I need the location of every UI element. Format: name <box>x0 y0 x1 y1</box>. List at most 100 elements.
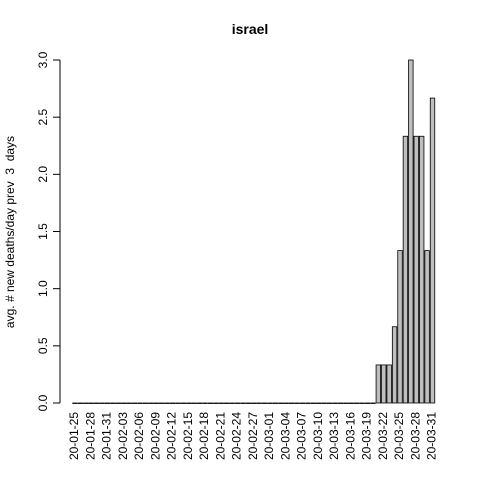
bar <box>272 402 279 404</box>
x-tick-label: 20-02-18 <box>197 412 211 460</box>
y-tick-label: 2.0 <box>36 166 50 183</box>
chart-title: israel <box>232 21 269 37</box>
y-axis-title: avg. # new deaths/day prev 3 days <box>3 136 17 328</box>
bar <box>332 402 338 404</box>
bar <box>148 402 154 404</box>
bar <box>234 402 241 404</box>
bar <box>251 402 257 404</box>
bar <box>88 402 94 404</box>
bar <box>169 402 176 404</box>
bar <box>305 402 311 404</box>
x-tick-label: 20-02-12 <box>165 412 179 460</box>
bar <box>213 402 219 404</box>
bar <box>159 402 165 404</box>
bar <box>153 402 159 404</box>
bar <box>386 364 392 404</box>
x-tick-label: 20-03-22 <box>376 412 390 460</box>
bar <box>191 402 197 404</box>
bar <box>207 402 214 404</box>
bar <box>424 250 430 404</box>
bar <box>337 402 344 404</box>
x-tick-label: 20-02-27 <box>246 412 260 460</box>
bar <box>391 326 398 404</box>
bar <box>408 59 414 404</box>
bar <box>175 402 181 404</box>
bar <box>186 402 192 404</box>
bar <box>180 402 186 404</box>
bar <box>164 402 170 404</box>
y-tick-label: 3.0 <box>36 51 50 68</box>
x-tick-label: 20-02-21 <box>213 412 227 460</box>
bar <box>240 402 246 404</box>
bar <box>224 402 230 404</box>
bar <box>99 402 105 404</box>
bar <box>142 402 149 404</box>
bar <box>202 402 208 404</box>
bar <box>413 135 419 404</box>
bar <box>310 402 316 404</box>
bar <box>115 402 121 404</box>
x-tick-label: 20-01-25 <box>67 412 81 460</box>
bar <box>229 402 235 404</box>
x-tick-label: 20-03-25 <box>392 412 406 460</box>
bar <box>121 402 127 404</box>
x-tick-label: 20-03-13 <box>327 412 341 460</box>
bar <box>299 402 306 404</box>
bar <box>381 364 387 404</box>
bar <box>77 402 84 404</box>
x-tick-label: 20-03-19 <box>360 412 374 460</box>
y-tick-label: 1.5 <box>36 223 50 240</box>
bar <box>126 402 132 404</box>
x-tick-label: 20-03-01 <box>262 412 276 460</box>
bar <box>137 402 143 404</box>
x-tick-label: 20-02-03 <box>116 412 130 460</box>
bar <box>110 402 116 404</box>
y-tick-label: 2.5 <box>36 109 50 126</box>
bar <box>429 97 436 404</box>
x-tick-label: 20-01-31 <box>100 412 114 460</box>
x-tick-label: 20-03-28 <box>408 412 422 460</box>
x-tick-label: 20-02-15 <box>181 412 195 460</box>
bar <box>321 402 327 404</box>
bar <box>267 402 273 404</box>
x-tick-label: 20-03-07 <box>295 412 309 460</box>
x-tick-label: 20-03-31 <box>425 412 439 460</box>
bar <box>218 402 224 404</box>
bar <box>278 402 284 404</box>
y-tick-label: 0.5 <box>36 337 50 354</box>
bar <box>316 402 322 404</box>
bar <box>359 402 365 404</box>
y-tick-label: 0.0 <box>36 394 50 411</box>
bar <box>289 402 295 404</box>
bar <box>131 402 138 404</box>
bar <box>402 135 409 404</box>
bar <box>245 402 251 404</box>
bar <box>348 402 354 404</box>
bar <box>326 402 333 404</box>
x-tick-label: 20-02-24 <box>230 412 244 460</box>
x-tick-label: 20-03-04 <box>278 412 292 460</box>
x-tick-label: 20-03-10 <box>311 412 325 460</box>
bar <box>104 402 111 404</box>
x-tick-label: 20-02-06 <box>132 412 146 460</box>
bar <box>72 402 78 404</box>
bar <box>256 402 262 404</box>
bar <box>370 402 376 404</box>
bar <box>397 250 403 404</box>
bar <box>419 135 425 404</box>
bar <box>261 402 268 404</box>
x-tick-label: 20-01-28 <box>83 412 97 460</box>
bar <box>343 402 349 404</box>
bar <box>94 402 100 404</box>
y-tick-label: 1.0 <box>36 280 50 297</box>
bar <box>364 402 371 404</box>
bar <box>283 402 289 404</box>
bar <box>196 402 203 404</box>
bar <box>354 402 360 404</box>
bar <box>375 364 381 404</box>
bar <box>294 402 300 404</box>
bar <box>83 402 89 404</box>
x-tick-label: 20-02-09 <box>148 412 162 460</box>
x-tick-label: 20-03-16 <box>343 412 357 460</box>
